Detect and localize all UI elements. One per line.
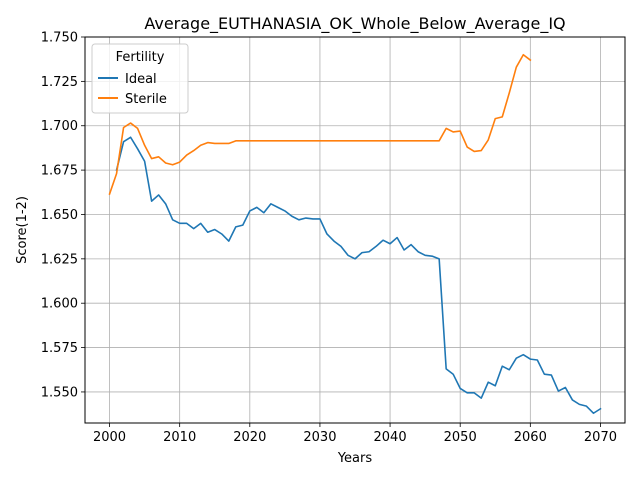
grid: [85, 36, 625, 423]
x-tick-label: 2050: [444, 430, 477, 445]
x-tick-label: 2020: [233, 430, 266, 445]
y-axis: 1.550 1.575 1.600 1.625 1.650 1.675 1.700 1.725…: [41, 31, 85, 400]
y-tick-label: 1.650: [41, 208, 78, 223]
legend-box: [91, 43, 189, 114]
y-axis-label: Score(1-2): [15, 196, 30, 264]
y-tick-label: 1.575: [41, 341, 78, 356]
y-tick-label: 1.700: [41, 119, 78, 134]
x-tick-label: 2070: [584, 430, 617, 445]
legend-label-ideal: Ideal: [125, 72, 157, 87]
series-line-sterile: [108, 53, 532, 196]
x-tick-label: 2060: [514, 430, 547, 445]
x-tick-label: 2040: [374, 430, 407, 445]
y-tick-label: 1.675: [41, 164, 78, 179]
chart-title: Average_EUTHANASIA_OK_Whole_Below_Averag…: [144, 14, 565, 34]
y-tick-label: 1.725: [41, 75, 78, 90]
x-axis: 2000 2010 2020 2030 2040 2050 2060 2070: [93, 423, 617, 445]
x-tick-label: 2030: [303, 430, 336, 445]
series-line-ideal: [115, 136, 602, 415]
x-tick-label: 2010: [163, 430, 196, 445]
y-tick-label: 1.550: [41, 385, 78, 400]
legend: Fertility Ideal Sterile: [91, 43, 189, 114]
y-tick-label: 1.600: [41, 297, 78, 312]
legend-label-sterile: Sterile: [125, 92, 167, 107]
x-axis-label: Years: [337, 451, 373, 466]
y-tick-label: 1.625: [41, 252, 78, 267]
y-tick-label: 1.750: [41, 31, 78, 46]
legend-title: Fertility: [116, 50, 165, 65]
series-lines: [108, 53, 602, 415]
x-tick-label: 2000: [93, 430, 126, 445]
plot-frame: [84, 36, 626, 424]
